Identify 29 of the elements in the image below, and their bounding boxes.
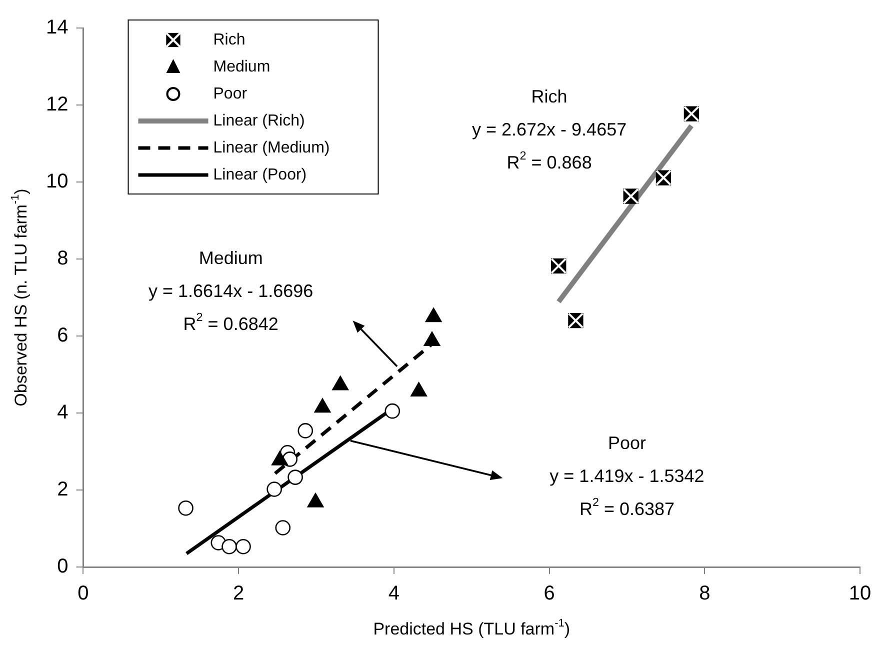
point — [178, 500, 194, 516]
x-tick-label: 10 — [848, 582, 872, 605]
y-tick-label: 4 — [57, 402, 68, 424]
point — [298, 423, 314, 438]
legend-label: Linear (Poor) — [213, 166, 307, 184]
y-tick-label: 2 — [57, 478, 68, 501]
y-tick-label: 0 — [57, 556, 68, 578]
y-tick-label: 14 — [46, 16, 68, 39]
point — [384, 403, 400, 419]
y-tick-label: 8 — [57, 248, 68, 270]
y-tick-label: 12 — [46, 94, 68, 116]
x-tick-label: 4 — [388, 582, 400, 605]
legend-label: Linear (Medium) — [213, 139, 330, 156]
x-tick-label: 0 — [78, 582, 89, 605]
legend-label: Medium — [213, 58, 270, 76]
point — [266, 482, 282, 497]
legend-label: Rich — [213, 31, 246, 48]
point — [222, 538, 237, 554]
legend-label: Linear (Rich) — [213, 112, 305, 130]
y-tick-label: 6 — [57, 324, 68, 347]
y-tick-label: 10 — [46, 170, 68, 193]
x-tick-label: 2 — [233, 582, 244, 605]
y-axis-title: Observed HS (n. TLU farm-1) — [9, 188, 31, 406]
point — [288, 470, 303, 485]
legend-label: Poor — [213, 85, 248, 102]
x-tick-label: 6 — [544, 582, 555, 605]
point — [236, 538, 251, 554]
x-tick-label: 8 — [699, 582, 710, 605]
point — [275, 520, 291, 536]
